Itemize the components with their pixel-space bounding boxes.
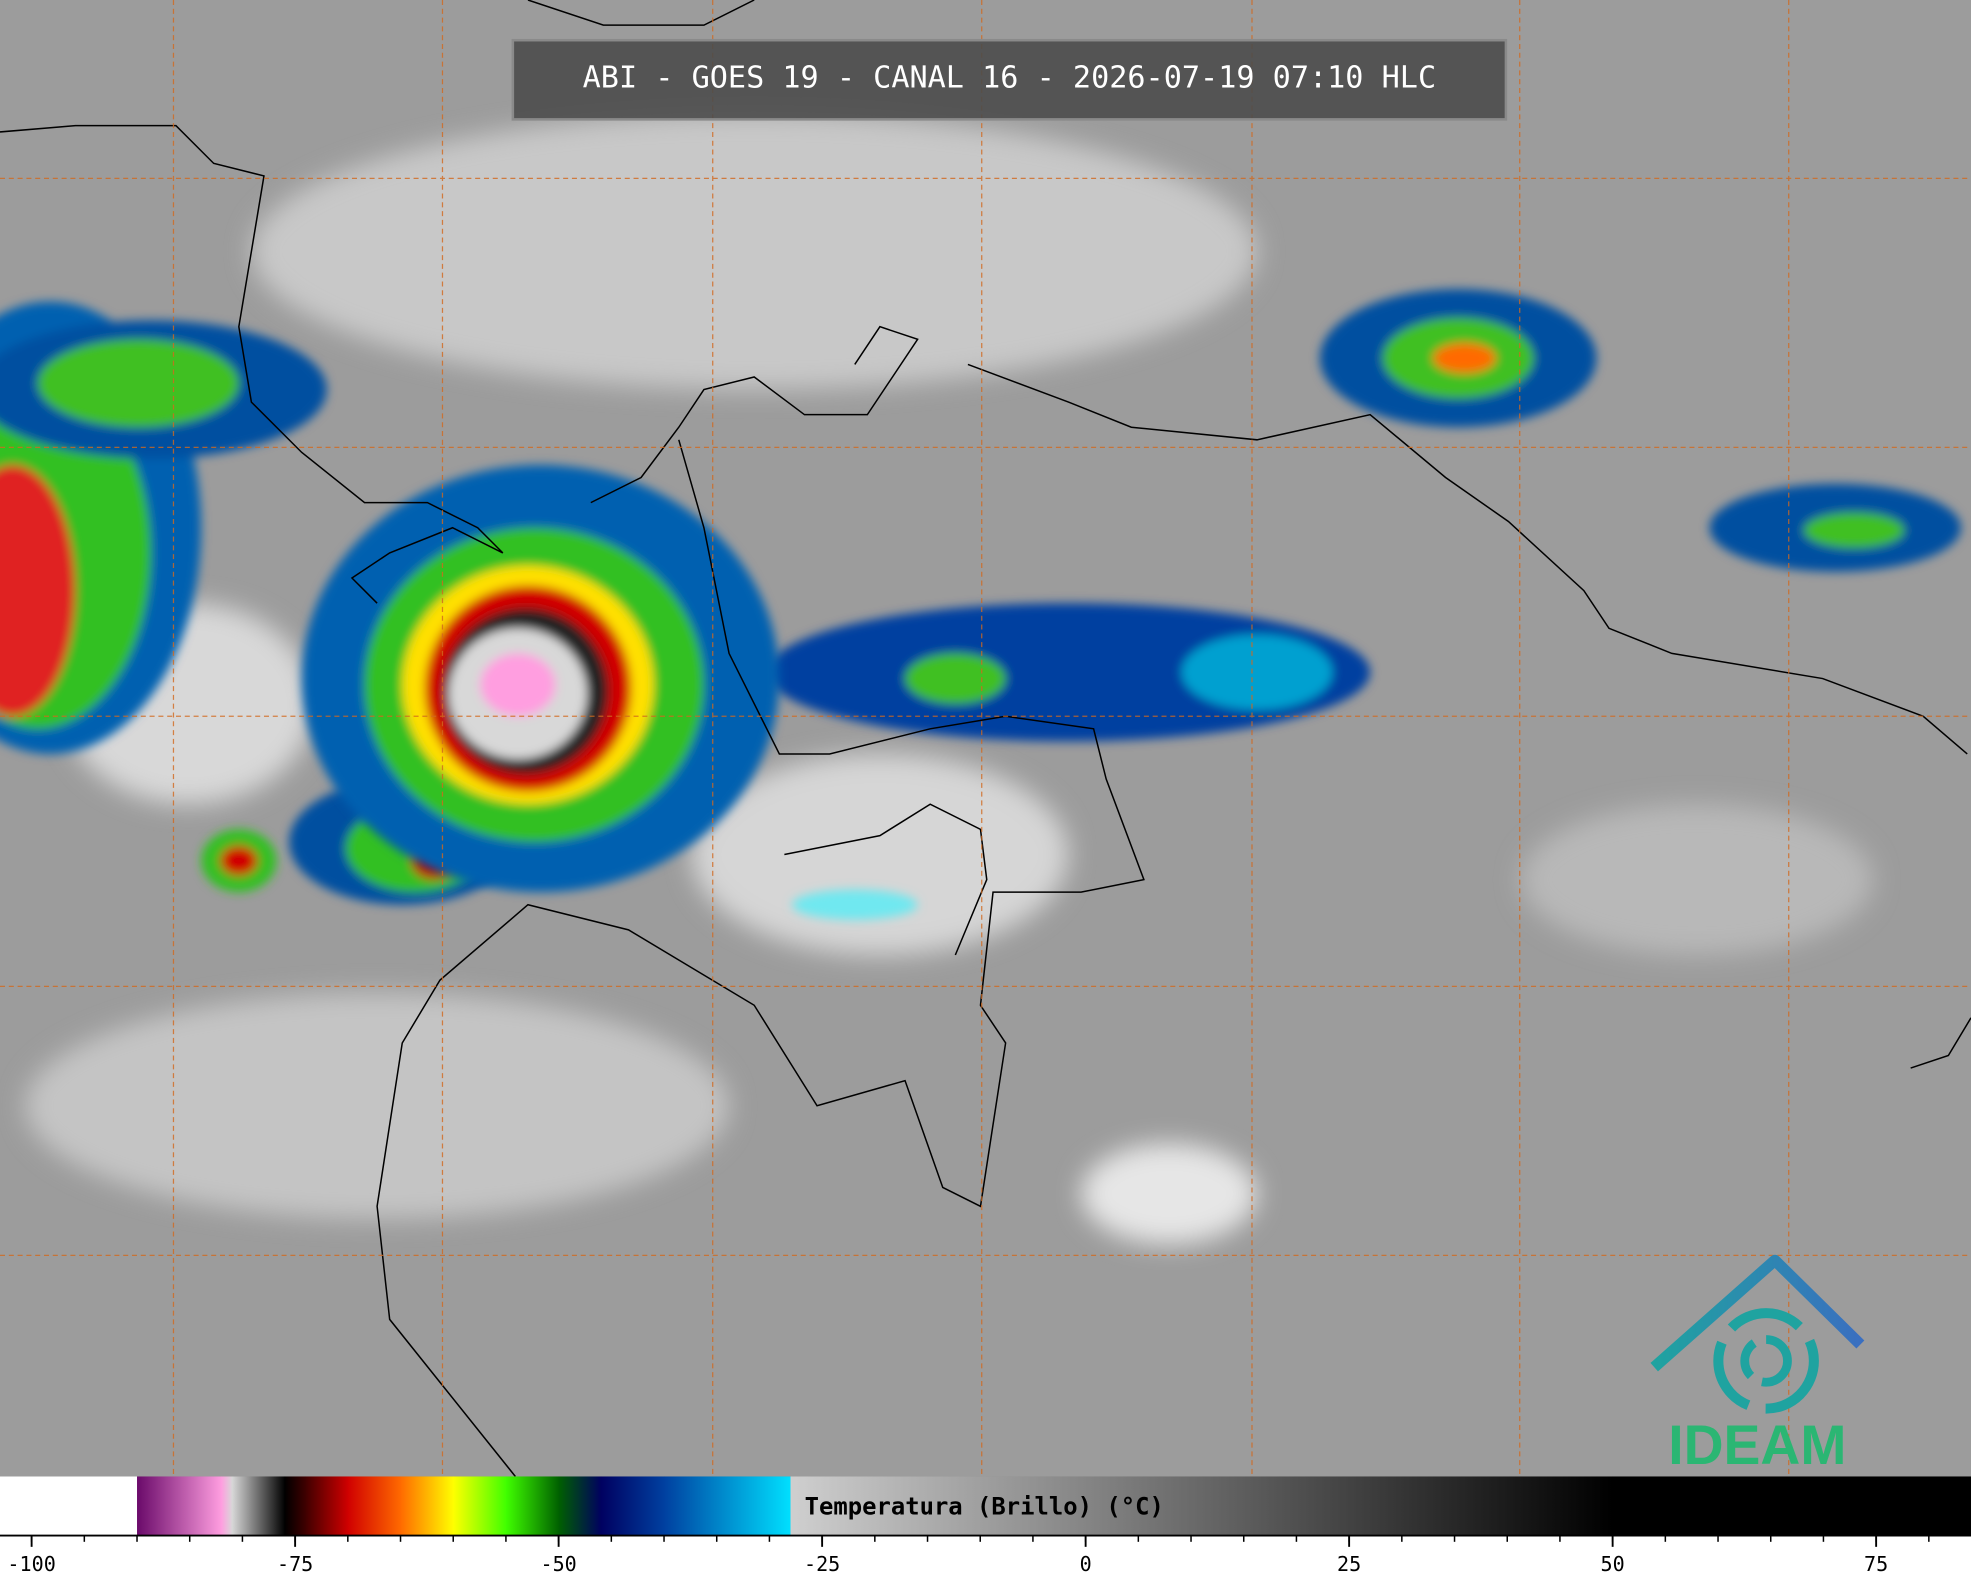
- tick-label: -25: [804, 1552, 840, 1576]
- tick-label: 0: [1080, 1552, 1092, 1576]
- colorbar-segment: [0, 1476, 138, 1536]
- logo: IDEAM: [1650, 1254, 1865, 1476]
- colorbar-segment: [664, 1476, 792, 1536]
- colorbar-segment: [221, 1476, 233, 1536]
- tick-label: -75: [277, 1552, 313, 1576]
- colorbar-segment: [558, 1476, 602, 1536]
- tick-label: 75: [1864, 1552, 1888, 1576]
- logo-text: IDEAM: [1668, 1414, 1846, 1476]
- colorbar-segment: [790, 1476, 1614, 1536]
- colorbar-segment: [600, 1476, 665, 1536]
- colorbar-segment: [137, 1476, 222, 1536]
- storm: [301, 464, 780, 893]
- tick-label: -100: [7, 1552, 55, 1576]
- colorbar-segment: [231, 1476, 286, 1536]
- colorbar-segment: [305, 1476, 349, 1536]
- colorbar-segment: [505, 1476, 560, 1536]
- colorbar-label: Temperatura (Brillo) (°C): [805, 1492, 1164, 1520]
- graticule: [0, 0, 1971, 1477]
- colorbar: -100 -75 -50 -25 0 25 50 75: [0, 1476, 1971, 1576]
- tick-label: -50: [540, 1552, 576, 1576]
- tick-label: 25: [1337, 1552, 1361, 1576]
- colorbar-segment: [347, 1476, 402, 1536]
- colorbar-segment: [1612, 1476, 1971, 1536]
- title: ABI - GOES 19 - CANAL 16 - 2026-07-19 07…: [583, 61, 1436, 96]
- coastlines: [0, 0, 1971, 1477]
- tick-label: 50: [1601, 1552, 1625, 1576]
- colorbar-segment: [453, 1476, 507, 1536]
- colorbar-segment: [284, 1476, 307, 1536]
- title-box: [511, 38, 1508, 121]
- colorbar-segment: [400, 1476, 454, 1536]
